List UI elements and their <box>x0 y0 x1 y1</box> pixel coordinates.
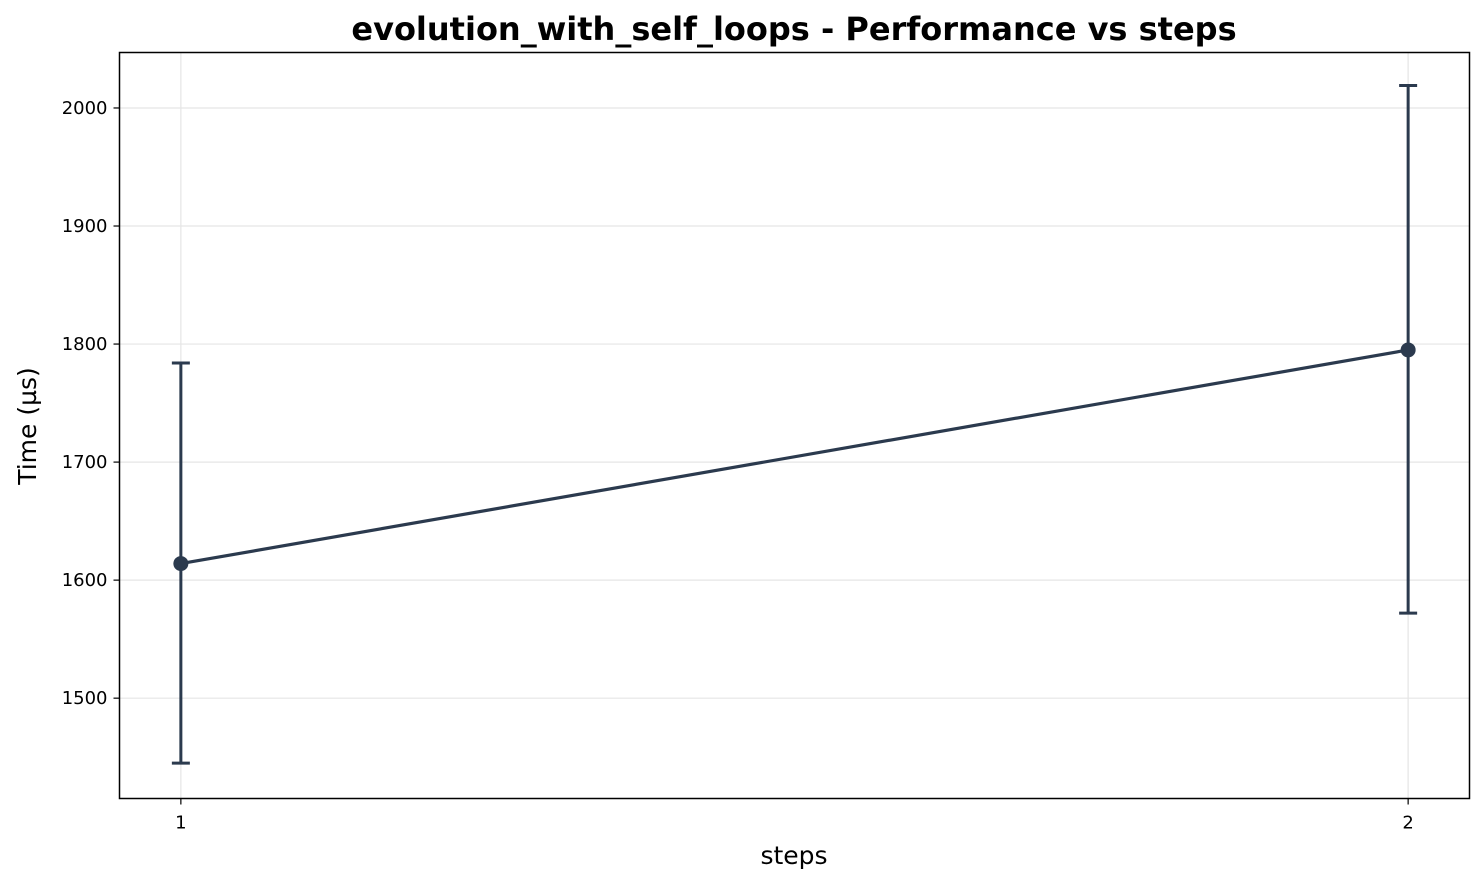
x-axis-label: steps <box>760 841 827 870</box>
plot-frame <box>118 51 1471 800</box>
data-point <box>173 556 189 572</box>
series-line <box>180 348 1409 566</box>
y-axis-label: Time (µs) <box>13 367 42 486</box>
grid-lines <box>119 52 1470 799</box>
x-tick-label: 2 <box>1402 813 1413 834</box>
y-tick-label: 2000 <box>62 98 108 119</box>
y-tick-label: 1600 <box>62 570 108 591</box>
y-tick-label: 1700 <box>62 452 108 473</box>
x-tick-label: 1 <box>175 813 186 834</box>
chart-title: evolution_with_self_loops - Performance … <box>351 10 1236 48</box>
plot-area <box>171 84 1418 765</box>
y-axis: 1500 1600 1700 1800 1900 2000 <box>62 98 120 709</box>
data-point <box>1400 342 1416 358</box>
y-tick-label: 1900 <box>62 216 108 237</box>
y-tick-label: 1500 <box>62 688 108 709</box>
y-tick-label: 1800 <box>62 334 108 355</box>
